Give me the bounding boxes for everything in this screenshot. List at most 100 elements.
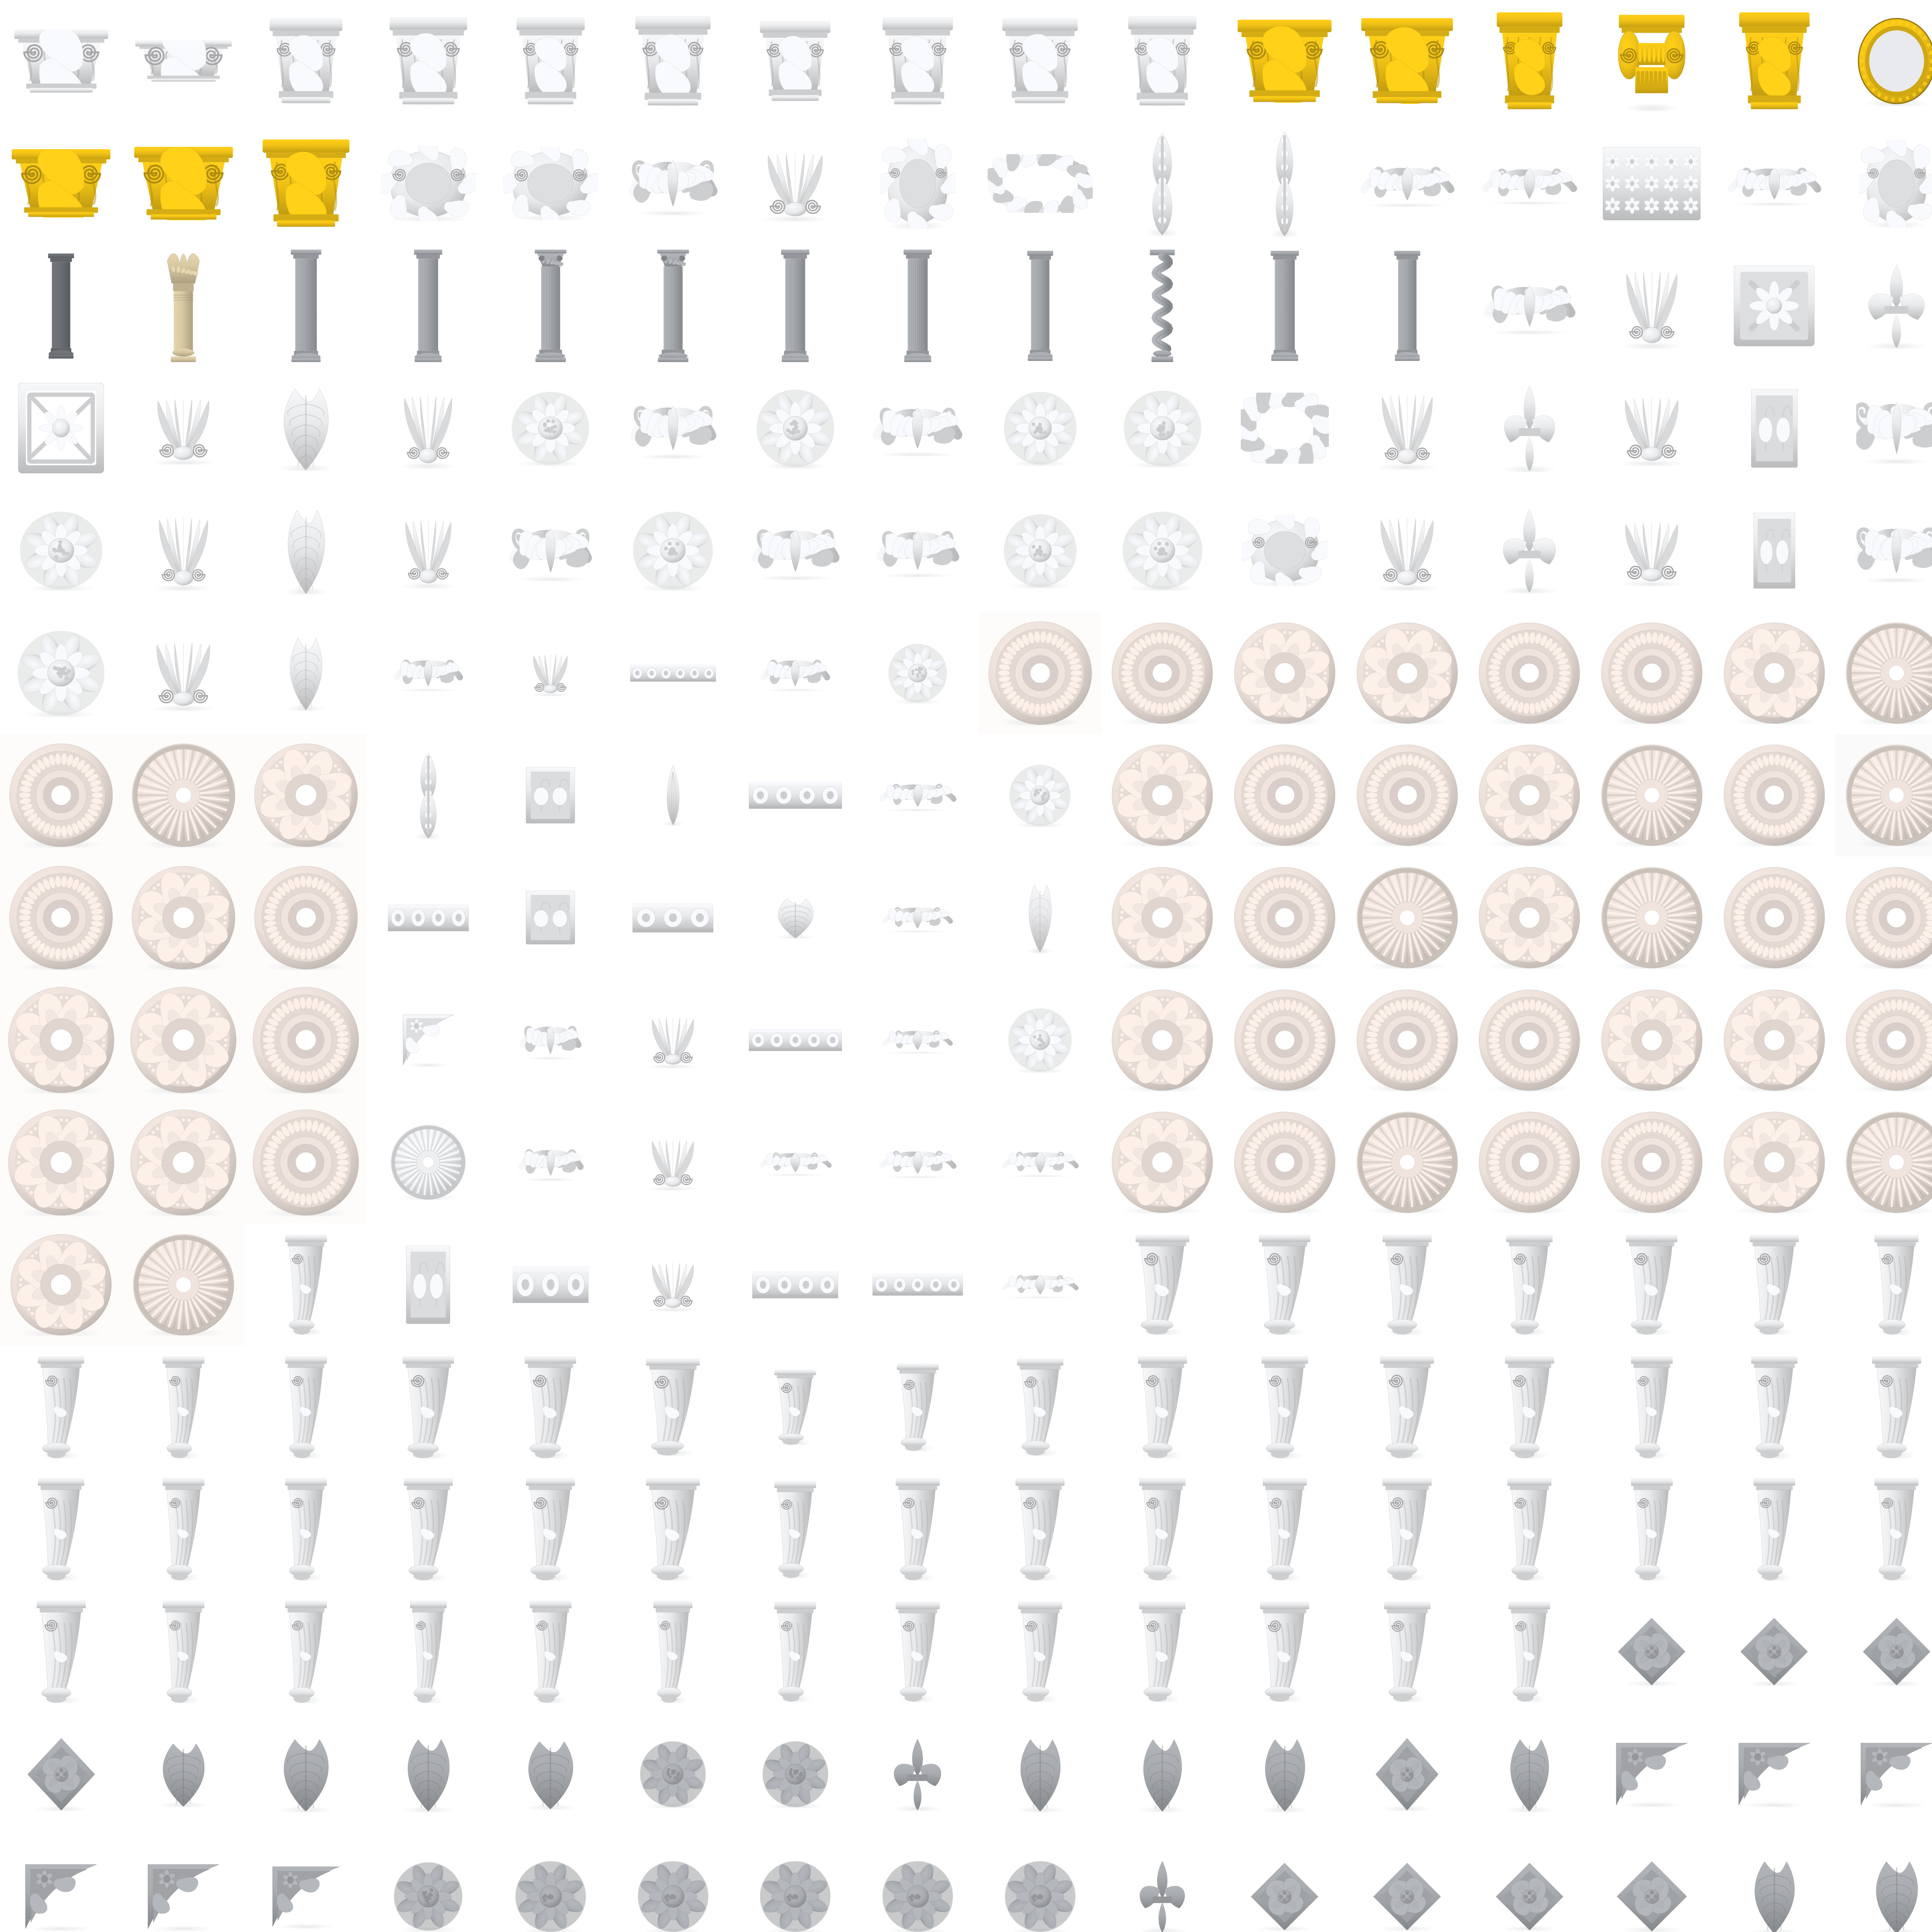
- catalog-cell-square-pier-10[interactable]: [1223, 245, 1346, 367]
- catalog-cell-corbel-33[interactable]: [489, 1468, 612, 1591]
- catalog-cell-scroll-bracket-applique[interactable]: [1468, 245, 1591, 367]
- catalog-cell-vertical-vine-panel[interactable]: [367, 734, 490, 857]
- catalog-cell-acanthus-leaf-large[interactable]: [245, 367, 367, 490]
- catalog-cell-corbel-12[interactable]: [122, 1346, 245, 1468]
- catalog-cell-corbel-fluted-05[interactable]: [1468, 1223, 1591, 1346]
- catalog-cell-doric-column-grey-01[interactable]: [0, 245, 122, 367]
- catalog-cell-corbel-36[interactable]: [856, 1468, 979, 1591]
- catalog-cell-ceiling-medallion-39[interactable]: [1223, 979, 1346, 1101]
- catalog-cell-ceiling-medallion-48[interactable]: [122, 1101, 245, 1224]
- catalog-cell-wheat-sprig[interactable]: [979, 856, 1101, 979]
- catalog-cell-fleur-applique-a[interactable]: [1835, 245, 1932, 367]
- catalog-cell-corbel-31[interactable]: [245, 1468, 367, 1591]
- catalog-cell-scroll-pair-applique[interactable]: [856, 489, 979, 612]
- catalog-cell-corbel-54[interactable]: [856, 1590, 979, 1713]
- catalog-cell-acanthus-cluster-c[interactable]: [367, 1713, 490, 1835]
- catalog-cell-acanthus-burst[interactable]: [1346, 489, 1468, 612]
- catalog-cell-fretwork-panel[interactable]: [1713, 489, 1835, 612]
- catalog-cell-acanthus-cluster-b[interactable]: [1346, 367, 1468, 490]
- catalog-cell-fleur-de-lis-applique[interactable]: [1468, 367, 1591, 490]
- catalog-cell-corbel-55[interactable]: [979, 1590, 1101, 1713]
- catalog-cell-vine-band-e[interactable]: [856, 1223, 979, 1346]
- catalog-cell-leaf-sprig-small[interactable]: [734, 856, 857, 979]
- catalog-cell-corbel-48[interactable]: [122, 1590, 245, 1713]
- catalog-cell-corbel-37[interactable]: [979, 1468, 1101, 1591]
- catalog-cell-gilt-frame-square-11[interactable]: [245, 122, 367, 245]
- catalog-cell-ceiling-medallion-55[interactable]: [1713, 1101, 1835, 1224]
- catalog-cell-corbel-53[interactable]: [734, 1590, 857, 1713]
- catalog-cell-diamond-rosette-a[interactable]: [1590, 1590, 1713, 1713]
- catalog-cell-ceiling-medallion-ribbed-06[interactable]: [1590, 612, 1713, 734]
- catalog-cell-shell-crest-applique[interactable]: [1590, 367, 1713, 490]
- catalog-cell-palmette-small[interactable]: [489, 612, 612, 734]
- catalog-cell-scroll-swag-f[interactable]: [734, 1101, 857, 1224]
- catalog-cell-corbel-26[interactable]: [1835, 1346, 1932, 1468]
- catalog-cell-corbel-29[interactable]: [0, 1468, 122, 1591]
- catalog-cell-acanthus-leaf-single[interactable]: [245, 612, 367, 734]
- catalog-cell-diamond-cross-tile[interactable]: [1223, 1835, 1346, 1932]
- catalog-cell-vine-band-c[interactable]: [734, 734, 857, 857]
- catalog-cell-corner-spandrel-f[interactable]: [0, 1835, 122, 1932]
- catalog-cell-ceiling-medallion-43[interactable]: [1713, 979, 1835, 1101]
- catalog-cell-ceiling-medallion-38[interactable]: [1101, 979, 1224, 1101]
- catalog-cell-scroll-swag-c[interactable]: [856, 734, 979, 857]
- catalog-cell-corbel-25[interactable]: [1713, 1346, 1835, 1468]
- catalog-cell-ceiling-medallion-36[interactable]: [122, 979, 245, 1101]
- catalog-cell-diamond-rosette-b[interactable]: [1713, 1590, 1835, 1713]
- catalog-cell-rosette-lattice-panel[interactable]: [1590, 122, 1713, 245]
- catalog-cell-corbel-44[interactable]: [1835, 1468, 1932, 1591]
- catalog-cell-winged-rosette-applique[interactable]: [856, 367, 979, 490]
- catalog-cell-leaf-spray-a[interactable]: [979, 1713, 1101, 1835]
- catalog-cell-fluted-column-03[interactable]: [367, 245, 490, 367]
- catalog-cell-gothic-rectangle-panel[interactable]: [1713, 367, 1835, 490]
- catalog-cell-gilt-frame-wide-10[interactable]: [122, 122, 245, 245]
- catalog-cell-ceiling-medallion-25[interactable]: [245, 856, 367, 979]
- catalog-cell-ceiling-medallion-17[interactable]: [1468, 734, 1591, 857]
- catalog-cell-ceiling-medallion-20[interactable]: [1835, 734, 1932, 857]
- catalog-cell-corinthian-column-04[interactable]: [489, 245, 612, 367]
- catalog-cell-corbel-49[interactable]: [245, 1590, 367, 1713]
- catalog-cell-pilaster-capital-d[interactable]: [612, 0, 734, 122]
- catalog-cell-ceiling-medallion-11[interactable]: [0, 734, 122, 857]
- catalog-cell-composite-column-05[interactable]: [612, 245, 734, 367]
- catalog-cell-crossed-rosette-e[interactable]: [1101, 489, 1224, 612]
- catalog-cell-corbel-58[interactable]: [1346, 1590, 1468, 1713]
- catalog-cell-corner-spandrel-a[interactable]: [1590, 1713, 1713, 1835]
- catalog-cell-ceiling-medallion-41[interactable]: [1468, 979, 1591, 1101]
- catalog-cell-corner-spandrel-c[interactable]: [1835, 1713, 1932, 1835]
- catalog-cell-fluted-column-06[interactable]: [734, 245, 857, 367]
- catalog-cell-gilt-frame-05[interactable]: [1713, 0, 1835, 122]
- catalog-cell-corbel-47[interactable]: [0, 1590, 122, 1713]
- catalog-cell-corbel-16[interactable]: [612, 1346, 734, 1468]
- catalog-cell-corbel-32[interactable]: [367, 1468, 490, 1591]
- catalog-cell-shell-scroll-crest[interactable]: [1590, 489, 1713, 612]
- catalog-cell-corbel-acanthus-01[interactable]: [245, 1223, 367, 1346]
- catalog-cell-corbel-volute-04[interactable]: [1346, 1223, 1468, 1346]
- catalog-cell-scroll-swag-e[interactable]: [856, 979, 979, 1101]
- catalog-cell-corbel-50[interactable]: [367, 1590, 490, 1713]
- catalog-cell-corbel-57[interactable]: [1223, 1590, 1346, 1713]
- catalog-cell-scroll-spray-small[interactable]: [367, 612, 490, 734]
- catalog-cell-ceiling-medallion-37[interactable]: [245, 979, 367, 1101]
- catalog-cell-egyptian-lotus-column[interactable]: [122, 245, 245, 367]
- catalog-cell-scroll-capital-e[interactable]: [734, 0, 857, 122]
- catalog-cell-corbel-leaf-03[interactable]: [1223, 1223, 1346, 1346]
- catalog-cell-sunburst-medallion-grey[interactable]: [367, 1101, 490, 1224]
- catalog-cell-ceiling-medallion-30[interactable]: [1590, 856, 1713, 979]
- catalog-cell-corbel-56[interactable]: [1101, 1590, 1224, 1713]
- catalog-cell-winged-crest-applique[interactable]: [734, 489, 857, 612]
- catalog-cell-ceiling-medallion-24[interactable]: [122, 856, 245, 979]
- catalog-cell-acanthus-spray-a[interactable]: [612, 122, 734, 245]
- catalog-cell-corbel-scroll-07[interactable]: [1713, 1223, 1835, 1346]
- catalog-cell-tapered-column-11[interactable]: [1346, 245, 1468, 367]
- catalog-cell-ceiling-medallion-42[interactable]: [1590, 979, 1713, 1101]
- catalog-cell-ceiling-medallion-rose-04[interactable]: [1346, 612, 1468, 734]
- catalog-cell-leaf-spray-f[interactable]: [1835, 1835, 1932, 1932]
- catalog-cell-shell-crest-b[interactable]: [122, 612, 245, 734]
- catalog-cell-fleur-tile-a[interactable]: [1101, 1835, 1224, 1932]
- catalog-cell-cone-finial[interactable]: [612, 734, 734, 857]
- catalog-cell-corbel-38[interactable]: [1101, 1468, 1224, 1591]
- catalog-cell-corbel-23[interactable]: [1468, 1346, 1591, 1468]
- catalog-cell-shell-fan-b[interactable]: [612, 1101, 734, 1224]
- catalog-cell-ceiling-medallion-fluted-01[interactable]: [979, 612, 1101, 734]
